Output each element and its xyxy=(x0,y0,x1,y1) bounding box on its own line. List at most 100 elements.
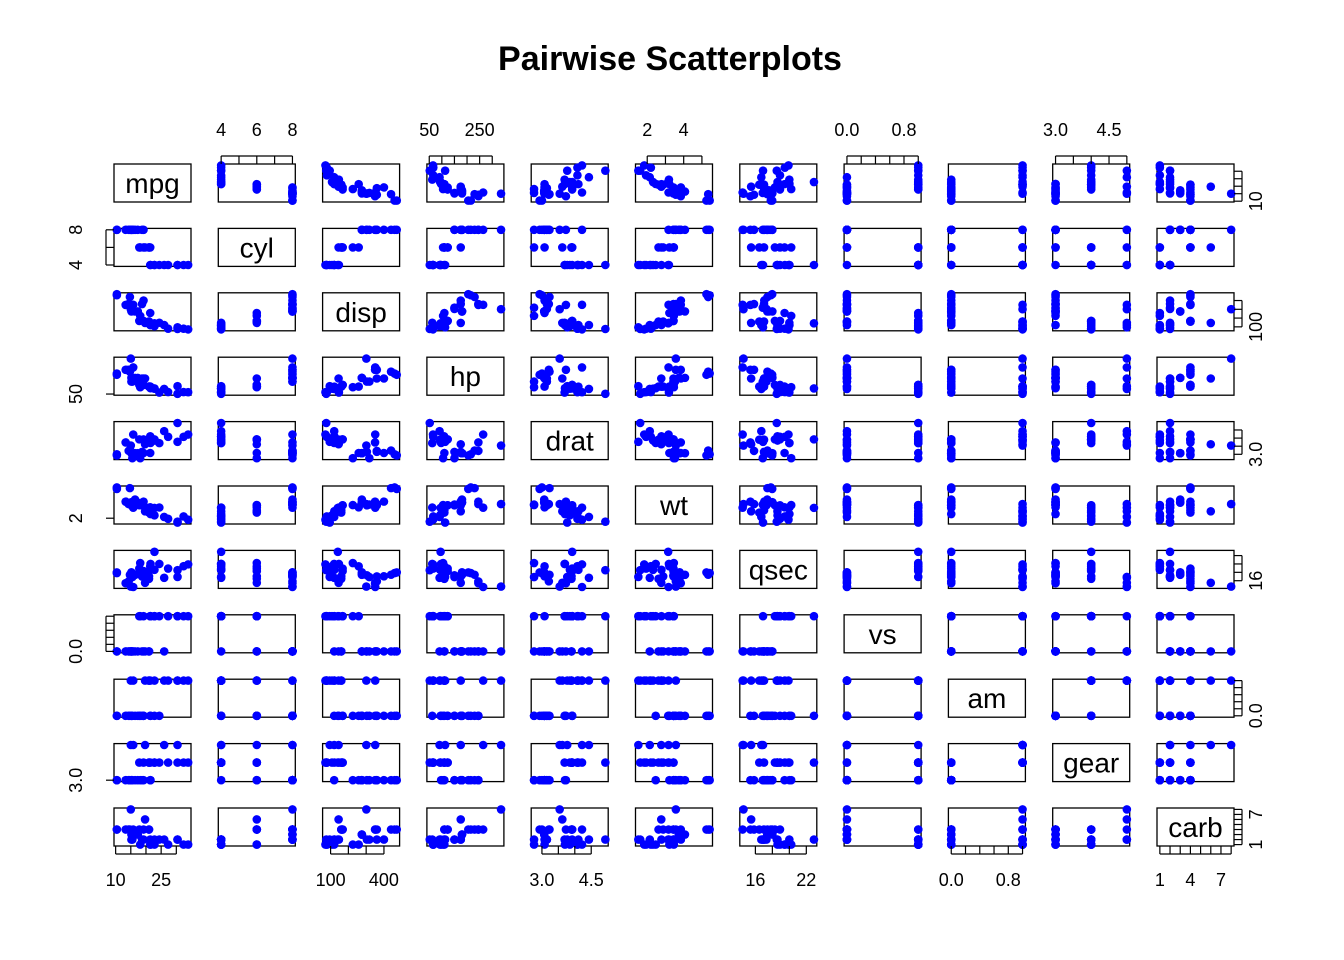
point-am-mpg-24 xyxy=(946,183,956,192)
point-qsec-drat-29 xyxy=(746,439,756,449)
point-cyl-gear-27 xyxy=(216,740,226,750)
point-gear-drat-23 xyxy=(1051,438,1060,447)
point-cyl-qsec-8 xyxy=(216,547,226,557)
point-qsec-cyl-20 xyxy=(785,260,794,270)
panel-am-vs-cyl xyxy=(216,676,297,721)
point-am-mpg-26 xyxy=(1018,172,1027,182)
point-gear-carb-24 xyxy=(1051,835,1060,844)
point-qsec-wt-7 xyxy=(785,503,794,512)
point-drat-gear-31 xyxy=(574,758,583,767)
point-vs-carb-31 xyxy=(913,835,923,844)
panel-disp-vs-drat xyxy=(529,289,610,334)
panel-hp-vs-carb xyxy=(1155,354,1236,399)
point-drat-qsec-8 xyxy=(567,547,577,557)
point-vs-drat-28 xyxy=(842,430,852,439)
point-disp-gear-22 xyxy=(362,775,372,785)
point-disp-am-16 xyxy=(386,711,396,721)
point-mpg-carb-31 xyxy=(145,835,155,844)
point-wt-mpg-27 xyxy=(634,166,643,175)
point-drat-wt-31 xyxy=(574,506,583,516)
point-qsec-mpg-25 xyxy=(775,170,785,180)
panel-box xyxy=(947,678,1027,718)
point-hp-drat-18 xyxy=(425,418,435,428)
point-hp-mpg-30 xyxy=(496,189,506,199)
point-cyl-qsec-30 xyxy=(288,582,297,591)
point-hp-qsec-27 xyxy=(440,572,450,582)
point-mpg-gear-27 xyxy=(173,740,182,750)
point-wt-hp-28 xyxy=(664,363,673,372)
point-drat-disp-10 xyxy=(567,316,577,326)
point-cyl-carb-30 xyxy=(288,805,297,814)
point-drat-qsec-24 xyxy=(540,572,549,581)
point-gear-drat-18 xyxy=(1086,418,1096,428)
point-carb-vs-26 xyxy=(1165,647,1175,656)
point-drat-disp-5 xyxy=(529,311,539,321)
point-disp-hp-24 xyxy=(379,374,389,383)
point-carb-disp-25 xyxy=(1155,324,1165,333)
panel-qsec-vs-qsec: qsec xyxy=(739,549,818,590)
point-hp-carb-10 xyxy=(443,825,452,834)
point-drat-carb-23 xyxy=(561,825,571,834)
point-mpg-am-24 xyxy=(139,711,148,721)
point-disp-drat-31 xyxy=(330,432,339,441)
point-cyl-gear-20 xyxy=(216,775,226,785)
panel-mpg-vs-wt xyxy=(634,161,714,205)
panel-cyl-vs-wt xyxy=(634,225,714,270)
point-hp-gear-30 xyxy=(496,740,506,750)
panel-box xyxy=(530,420,609,461)
point-wt-gear-29 xyxy=(656,740,666,750)
point-carb-disp-24 xyxy=(1165,296,1175,305)
point-gear-cyl-30 xyxy=(1122,225,1132,235)
point-gear-wt-10 xyxy=(1086,500,1096,510)
point-cyl-vs-10 xyxy=(252,611,262,621)
panel-am-vs-vs xyxy=(842,676,923,721)
panel-box xyxy=(1156,678,1235,718)
point-mpg-qsec-22 xyxy=(127,570,136,580)
point-carb-cyl-28 xyxy=(1186,225,1195,235)
point-wt-qsec-30 xyxy=(671,582,681,591)
point-drat-wt-21 xyxy=(529,500,539,509)
point-carb-mpg-26 xyxy=(1165,172,1175,182)
panel-hp-vs-qsec xyxy=(738,354,819,399)
point-mpg-vs-26 xyxy=(159,647,169,656)
point-vs-wt-10 xyxy=(913,500,923,510)
point-mpg-hp-15 xyxy=(112,369,122,378)
point-gear-mpg-23 xyxy=(1051,191,1060,201)
point-gear-am-24 xyxy=(1051,711,1060,721)
point-disp-qsec-29 xyxy=(334,578,343,588)
point-mpg-am-27 xyxy=(173,676,182,685)
point-wt-drat-18 xyxy=(635,418,645,428)
point-mpg-hp-30 xyxy=(126,354,136,363)
point-mpg-drat-10 xyxy=(135,435,144,444)
tick-label: 2 xyxy=(66,513,86,523)
point-hp-drat-23 xyxy=(474,438,483,447)
point-drat-wt-24 xyxy=(540,497,549,506)
point-mpg-gear-18 xyxy=(173,758,182,767)
point-hp-drat-24 xyxy=(456,448,466,458)
point-disp-carb-31 xyxy=(330,835,339,844)
point-vs-hp-30 xyxy=(842,354,852,363)
point-mpg-qsec-24 xyxy=(139,572,148,581)
panel-am-vs-mpg xyxy=(112,676,193,721)
point-drat-mpg-10 xyxy=(567,185,577,194)
point-carb-hp-29 xyxy=(1206,374,1216,383)
point-qsec-drat-6 xyxy=(749,446,759,456)
point-mpg-drat-26 xyxy=(159,426,169,436)
point-drat-carb-28 xyxy=(577,825,587,834)
point-disp-qsec-31 xyxy=(330,565,339,575)
point-qsec-gear-24 xyxy=(759,775,769,785)
point-wt-carb-30 xyxy=(671,805,681,814)
point-wt-cyl-28 xyxy=(664,225,673,235)
point-cyl-wt-10 xyxy=(252,500,262,510)
point-carb-gear-13 xyxy=(1175,775,1185,785)
point-disp-qsec-22 xyxy=(362,570,372,580)
point-disp-wt-10 xyxy=(338,500,347,510)
point-hp-am-7 xyxy=(427,711,437,721)
panel-carb-vs-wt xyxy=(634,805,714,849)
point-disp-wt-16 xyxy=(386,483,396,493)
point-carb-drat-16 xyxy=(1186,446,1195,455)
point-mpg-qsec-15 xyxy=(112,568,122,578)
point-am-cyl-10 xyxy=(946,243,956,252)
point-mpg-vs-19 xyxy=(183,611,193,621)
